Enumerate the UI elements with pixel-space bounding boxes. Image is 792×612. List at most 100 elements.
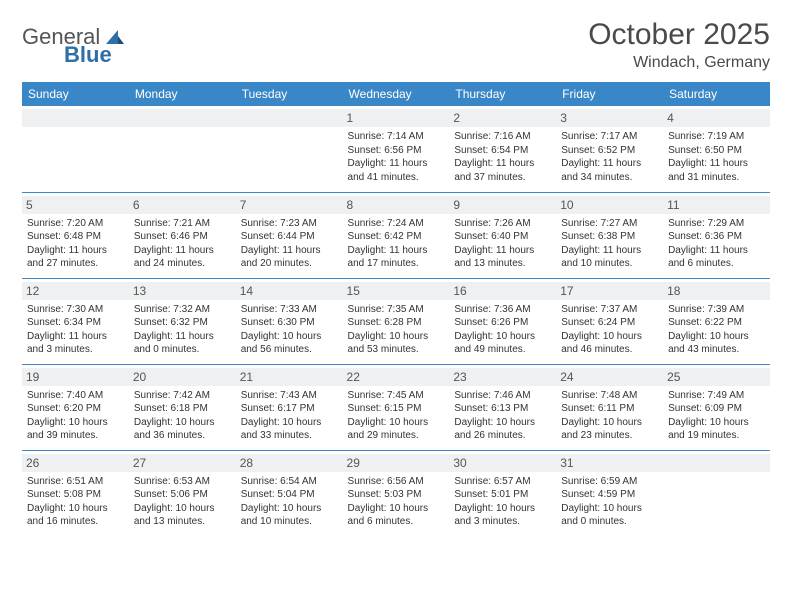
day-info-day2: and 0 minutes. xyxy=(561,515,658,529)
weekday-header: Monday xyxy=(129,82,236,106)
day-cell: 1Sunrise: 7:14 AMSunset: 6:56 PMDaylight… xyxy=(343,106,450,192)
day-info-day2: and 46 minutes. xyxy=(561,343,658,357)
day-info-day2: and 13 minutes. xyxy=(454,257,551,271)
day-info: Sunrise: 7:21 AMSunset: 6:46 PMDaylight:… xyxy=(134,217,231,271)
day-number: 23 xyxy=(449,368,556,386)
day-info-sunset: Sunset: 6:32 PM xyxy=(134,316,231,330)
day-info-sunrise: Sunrise: 7:45 AM xyxy=(348,389,445,403)
day-info-day1: Daylight: 11 hours xyxy=(348,244,445,258)
day-info-day1: Daylight: 11 hours xyxy=(241,244,338,258)
day-number: 25 xyxy=(663,368,770,386)
calendar-table: Sunday Monday Tuesday Wednesday Thursday… xyxy=(22,82,770,536)
day-cell: 31 Sunrise: 6:59 AMSunset: 4:59 PMDayligh… xyxy=(556,450,663,536)
day-info-day1: Daylight: 10 hours xyxy=(241,502,338,516)
day-info-sunrise: Sunrise: 7:33 AM xyxy=(241,303,338,317)
day-number: 8 xyxy=(343,196,450,214)
day-info-sunset: Sunset: 6:24 PM xyxy=(561,316,658,330)
weekday-header: Wednesday xyxy=(343,82,450,106)
day-number: 17 xyxy=(556,282,663,300)
day-info: Sunrise: 7:40 AMSunset: 6:20 PMDaylight:… xyxy=(27,389,124,443)
day-info-sunset: Sunset: 6:50 PM xyxy=(668,144,765,158)
day-number: 16 xyxy=(449,282,556,300)
day-info-day2: and 33 minutes. xyxy=(241,429,338,443)
day-info-day1: Daylight: 11 hours xyxy=(668,157,765,171)
day-info-day2: and 29 minutes. xyxy=(348,429,445,443)
day-info: Sunrise: 7:37 AMSunset: 6:24 PMDaylight:… xyxy=(561,303,658,357)
day-info-day2: and 43 minutes. xyxy=(668,343,765,357)
day-info-sunset: Sunset: 5:08 PM xyxy=(27,488,124,502)
day-info-day1: Daylight: 10 hours xyxy=(668,416,765,430)
day-info-day1: Daylight: 10 hours xyxy=(561,416,658,430)
day-cell: 12Sunrise: 7:30 AMSunset: 6:34 PMDayligh… xyxy=(22,278,129,364)
day-info-day2: and 17 minutes. xyxy=(348,257,445,271)
day-cell xyxy=(236,106,343,192)
day-cell: 2Sunrise: 7:16 AMSunset: 6:54 PMDaylight… xyxy=(449,106,556,192)
weekday-header: Tuesday xyxy=(236,82,343,106)
day-cell: 20Sunrise: 7:42 AMSunset: 6:18 PMDayligh… xyxy=(129,364,236,450)
day-info-day2: and 13 minutes. xyxy=(134,515,231,529)
day-info-sunrise: Sunrise: 7:21 AM xyxy=(134,217,231,231)
day-info-day1: Daylight: 10 hours xyxy=(27,502,124,516)
day-cell xyxy=(129,106,236,192)
day-cell: 22Sunrise: 7:45 AMSunset: 6:15 PMDayligh… xyxy=(343,364,450,450)
day-info: Sunrise: 6:59 AMSunset: 4:59 PMDaylight:… xyxy=(561,475,658,529)
day-info-sunrise: Sunrise: 6:51 AM xyxy=(27,475,124,489)
day-info-sunset: Sunset: 4:59 PM xyxy=(561,488,658,502)
day-info-day1: Daylight: 10 hours xyxy=(348,502,445,516)
day-info: Sunrise: 7:20 AMSunset: 6:48 PMDaylight:… xyxy=(27,217,124,271)
day-info-sunset: Sunset: 6:26 PM xyxy=(454,316,551,330)
day-info-sunrise: Sunrise: 6:54 AM xyxy=(241,475,338,489)
day-info-sunset: Sunset: 6:22 PM xyxy=(668,316,765,330)
day-info-day1: Daylight: 10 hours xyxy=(561,330,658,344)
day-info-sunset: Sunset: 6:15 PM xyxy=(348,402,445,416)
day-number: 12 xyxy=(22,282,129,300)
day-info-day1: Daylight: 10 hours xyxy=(27,416,124,430)
day-info-sunrise: Sunrise: 6:56 AM xyxy=(348,475,445,489)
day-number: 20 xyxy=(129,368,236,386)
day-info-sunset: Sunset: 6:56 PM xyxy=(348,144,445,158)
day-cell: 3Sunrise: 7:17 AMSunset: 6:52 PMDaylight… xyxy=(556,106,663,192)
day-info-sunrise: Sunrise: 6:53 AM xyxy=(134,475,231,489)
day-info-sunrise: Sunrise: 7:20 AM xyxy=(27,217,124,231)
day-info-sunrise: Sunrise: 6:59 AM xyxy=(561,475,658,489)
day-info-sunrise: Sunrise: 7:23 AM xyxy=(241,217,338,231)
day-info-day1: Daylight: 10 hours xyxy=(348,416,445,430)
day-info-day2: and 34 minutes. xyxy=(561,171,658,185)
day-info-day2: and 23 minutes. xyxy=(561,429,658,443)
day-number: 19 xyxy=(22,368,129,386)
day-info-sunset: Sunset: 5:01 PM xyxy=(454,488,551,502)
day-info-day2: and 41 minutes. xyxy=(348,171,445,185)
day-info-day1: Daylight: 11 hours xyxy=(348,157,445,171)
day-number: 15 xyxy=(343,282,450,300)
weekday-header: Sunday xyxy=(22,82,129,106)
title-block: October 2025 Windach, Germany xyxy=(588,18,770,72)
day-info-day1: Daylight: 10 hours xyxy=(454,330,551,344)
day-number-bar-empty xyxy=(663,454,770,472)
day-info-day2: and 27 minutes. xyxy=(27,257,124,271)
day-info-sunset: Sunset: 5:06 PM xyxy=(134,488,231,502)
day-number: 31 xyxy=(556,454,663,472)
day-info: Sunrise: 6:51 AMSunset: 5:08 PMDaylight:… xyxy=(27,475,124,529)
day-info-sunset: Sunset: 5:04 PM xyxy=(241,488,338,502)
day-info-sunrise: Sunrise: 7:29 AM xyxy=(668,217,765,231)
day-number: 4 xyxy=(663,109,770,127)
day-info: Sunrise: 7:45 AMSunset: 6:15 PMDaylight:… xyxy=(348,389,445,443)
day-info-day1: Daylight: 10 hours xyxy=(668,330,765,344)
day-cell: 11Sunrise: 7:29 AMSunset: 6:36 PMDayligh… xyxy=(663,192,770,278)
day-info-sunrise: Sunrise: 7:35 AM xyxy=(348,303,445,317)
weekday-header: Thursday xyxy=(449,82,556,106)
day-number: 1 xyxy=(343,109,450,127)
day-cell: 25 Sunrise: 7:49 AMSunset: 6:09 PMDayligh… xyxy=(663,364,770,450)
day-info-day1: Daylight: 10 hours xyxy=(241,416,338,430)
day-info: Sunrise: 7:49 AMSunset: 6:09 PMDaylight:… xyxy=(668,389,765,443)
day-info-sunset: Sunset: 5:03 PM xyxy=(348,488,445,502)
day-number: 21 xyxy=(236,368,343,386)
day-info-sunrise: Sunrise: 7:24 AM xyxy=(348,217,445,231)
day-info-day2: and 49 minutes. xyxy=(454,343,551,357)
day-info-sunset: Sunset: 6:46 PM xyxy=(134,230,231,244)
location: Windach, Germany xyxy=(588,54,770,72)
day-info: Sunrise: 6:54 AMSunset: 5:04 PMDaylight:… xyxy=(241,475,338,529)
day-info-day2: and 24 minutes. xyxy=(134,257,231,271)
day-cell xyxy=(22,106,129,192)
day-info-day1: Daylight: 11 hours xyxy=(454,157,551,171)
